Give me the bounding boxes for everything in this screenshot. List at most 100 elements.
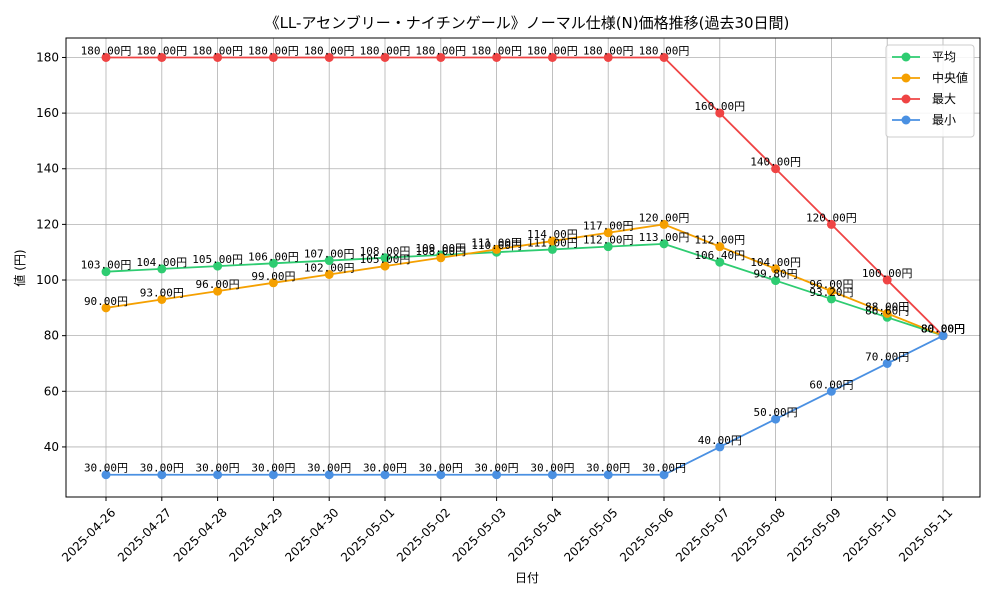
data-label-平均: 103.00円: [81, 259, 132, 272]
data-label-最小: 30.00円: [84, 462, 128, 475]
data-label-最大: 180.00円: [583, 44, 634, 57]
data-label-最小: 80.00円: [921, 323, 965, 336]
data-point-中央値: [324, 269, 334, 279]
data-point-平均: [101, 267, 111, 277]
data-label-最小: 30.00円: [251, 462, 295, 475]
data-point-最小: [547, 470, 557, 480]
data-point-最小: [492, 470, 502, 480]
data-point-中央値: [603, 228, 613, 238]
data-label-中央値: 88.00円: [865, 300, 909, 313]
data-label-最小: 30.00円: [530, 462, 574, 475]
data-point-中央値: [882, 308, 892, 318]
series-line-中央値: [105, 223, 944, 337]
data-label-最小: 60.00円: [809, 378, 853, 391]
data-point-最小: [603, 470, 613, 480]
data-label-最小: 50.00円: [754, 406, 798, 419]
legend-box: [885, 44, 975, 138]
data-point-最大: [771, 164, 781, 174]
y-axis-ticks: 40 60 80 100 120 140 160 180: [36, 50, 66, 454]
data-point-最大: [324, 52, 334, 62]
data-point-平均: [268, 258, 278, 268]
data-label-最小: 30.00円: [363, 462, 407, 475]
x-tick-label: 2025-04-27: [115, 505, 174, 564]
data-point-中央値: [268, 278, 278, 288]
data-label-最大: 80.00円: [921, 323, 965, 336]
x-axis-label: 日付: [515, 571, 539, 585]
data-label-中央値: 104.00円: [750, 256, 801, 269]
data-label-平均: 110.00円: [471, 239, 522, 252]
data-label-最大: 180.00円: [304, 44, 355, 57]
x-tick-label: 2025-04-30: [282, 505, 341, 564]
data-label-中央値: 111.00円: [471, 236, 522, 249]
data-label-平均: 105.00円: [192, 253, 243, 266]
data-point-最小: [938, 331, 948, 341]
data-label-平均: 86.60円: [865, 304, 909, 317]
data-label-平均: 111.00円: [527, 236, 578, 249]
data-point-最大: [882, 275, 892, 285]
data-label-中央値: 112.00円: [694, 234, 745, 247]
data-point-最大: [492, 52, 502, 62]
y-tick-label: 100: [36, 273, 59, 287]
data-point-中央値: [101, 303, 111, 313]
y-tick-label: 180: [36, 50, 59, 64]
y-tick-label: 140: [36, 162, 59, 176]
data-point-中央値: [492, 244, 502, 254]
data-label-最大: 180.00円: [248, 44, 299, 57]
data-label-中央値: 80.00円: [921, 323, 965, 336]
data-label-平均: 108.00円: [360, 245, 411, 258]
data-label-最小: 40.00円: [698, 434, 742, 447]
data-point-最小: [826, 386, 836, 396]
data-point-最大: [436, 52, 446, 62]
data-point-中央値: [715, 242, 725, 252]
data-point-最小: [771, 414, 781, 424]
x-tick-label: 2025-05-08: [729, 505, 788, 564]
x-tick-label: 2025-05-04: [506, 505, 565, 564]
data-label-中央値: 90.00円: [84, 295, 128, 308]
y-tick-label: 160: [36, 106, 59, 120]
data-label-平均: 109.00円: [415, 242, 466, 255]
data-label-中央値: 93.00円: [140, 286, 184, 299]
data-point-中央値: [771, 264, 781, 274]
x-tick-label: 2025-04-26: [59, 505, 118, 564]
data-label-中央値: 105.00円: [360, 253, 411, 266]
data-point-中央値: [436, 253, 446, 263]
data-point-平均: [213, 261, 223, 271]
data-label-平均: 107.00円: [304, 248, 355, 261]
y-tick-label: 40: [44, 440, 59, 454]
data-label-最大: 180.00円: [360, 44, 411, 57]
data-point-中央値: [547, 236, 557, 246]
data-label-最大: 180.00円: [136, 44, 187, 57]
data-label-最大: 180.00円: [81, 44, 132, 57]
series-line-平均: [105, 242, 944, 337]
legend-marker: [901, 94, 911, 104]
data-label-平均: 93.20円: [809, 286, 853, 299]
data-point-平均: [380, 253, 390, 263]
x-tick-label: 2025-05-05: [561, 505, 620, 564]
legend-label: 中央値: [932, 70, 968, 85]
y-axis-label: 値 (円): [12, 249, 27, 286]
data-point-平均: [157, 264, 167, 274]
x-tick-label: 2025-05-02: [394, 505, 453, 564]
x-tick-label: 2025-05-07: [673, 505, 732, 564]
data-label-最大: 180.00円: [471, 44, 522, 57]
series-line-最大: [106, 56, 944, 337]
data-label-最小: 30.00円: [196, 462, 240, 475]
data-label-最小: 30.00円: [307, 462, 351, 475]
data-point-中央値: [213, 286, 223, 296]
data-label-平均: 106.40円: [694, 249, 745, 262]
data-label-最大: 160.00円: [694, 100, 745, 113]
x-tick-label: 2025-04-28: [171, 505, 230, 564]
data-label-最小: 30.00円: [140, 462, 184, 475]
legend-marker: [901, 115, 911, 125]
data-label-中央値: 114.00円: [527, 228, 578, 241]
y-tick-label: 60: [44, 384, 59, 398]
data-point-最小: [436, 470, 446, 480]
data-labels: 103.00円 104.00円 105.00円 106.00円 107.00円 108.0…: [81, 44, 965, 474]
data-label-中央値: 102.00円: [304, 261, 355, 274]
data-point-最大: [547, 52, 557, 62]
data-label-最小: 30.00円: [419, 462, 463, 475]
data-label-最小: 30.00円: [586, 462, 630, 475]
series-line-最小: [106, 334, 944, 476]
data-point-中央値: [826, 286, 836, 296]
